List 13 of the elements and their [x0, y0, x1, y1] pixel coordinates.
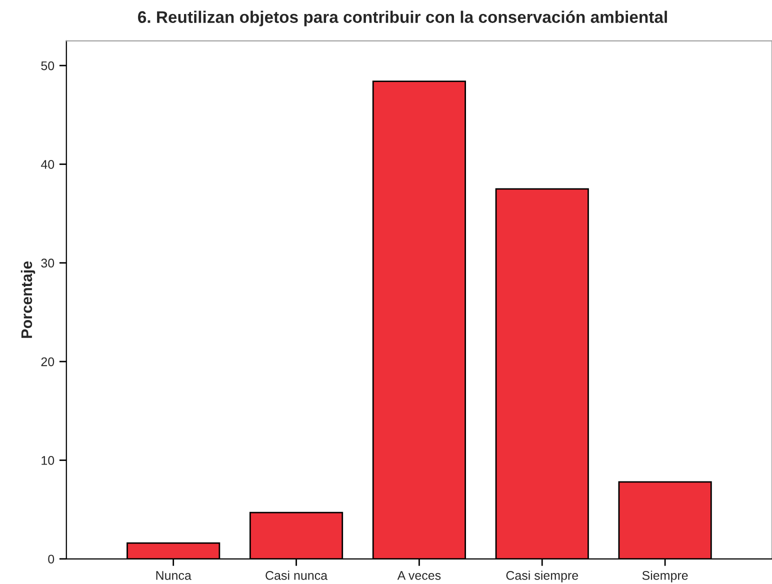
- x-tick-label: Casi siempre: [506, 570, 578, 582]
- y-tick-label: 40: [40, 160, 54, 169]
- y-tick-label: 0: [48, 554, 54, 564]
- chart-title: 6. Reutilizan objetos para contribuir con la conservación ambiental: [138, 10, 667, 26]
- x-tick-label: Nunca: [156, 571, 192, 580]
- x-tick-label: A veces: [397, 571, 441, 580]
- y-tick-label: 50: [41, 61, 54, 70]
- y-axis-title: Porcentaje: [20, 261, 36, 338]
- y-tick-label: 20: [41, 357, 54, 366]
- y-tick-label: 10: [42, 456, 54, 465]
- x-tick-label: Siempre: [642, 570, 688, 582]
- y-tick-label: 30: [41, 258, 54, 268]
- x-tick-label: Casi nunca: [266, 570, 328, 580]
